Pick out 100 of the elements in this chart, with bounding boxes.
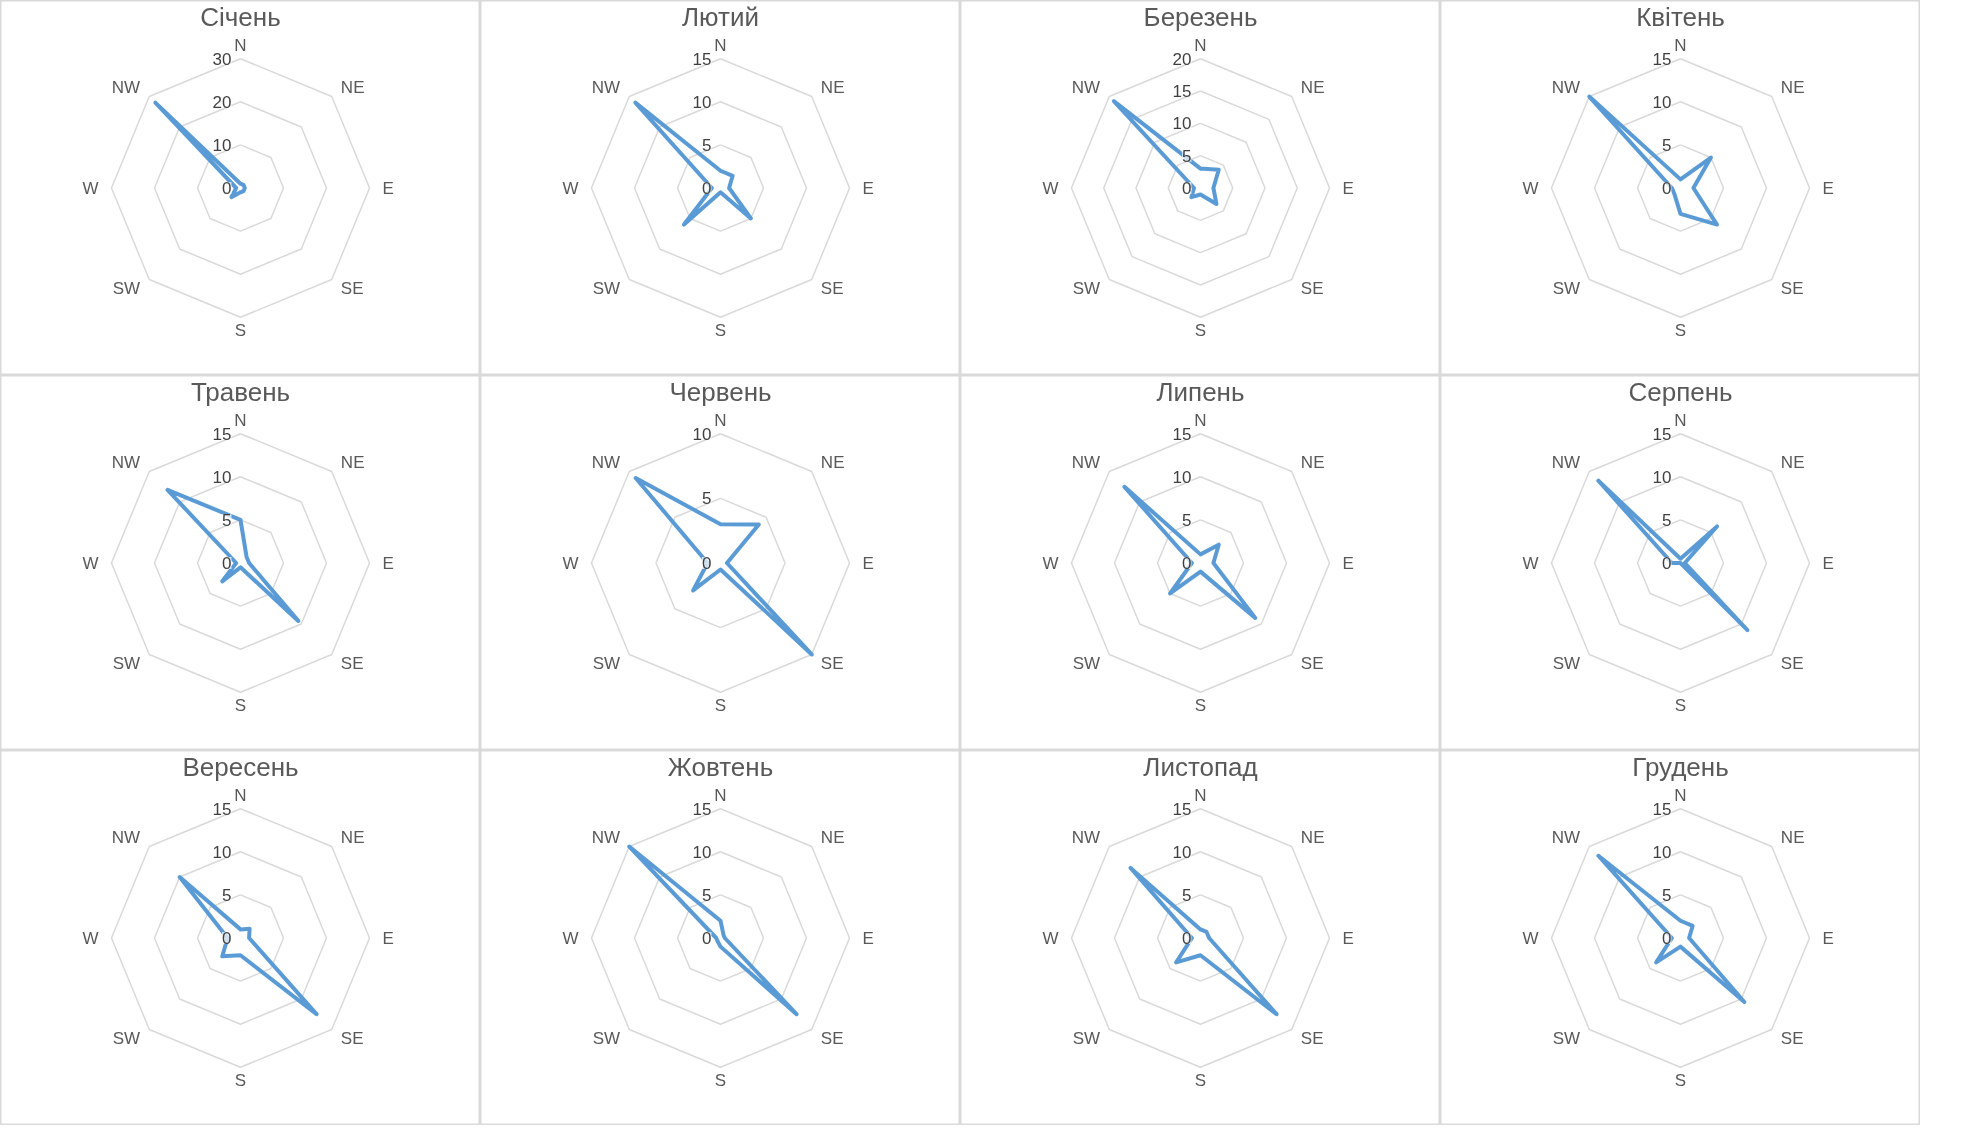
spoke-label: NE	[340, 77, 365, 97]
y-tick-label: 10	[692, 842, 712, 862]
spoke-label: N	[1194, 786, 1207, 806]
spoke-label: S	[1194, 695, 1207, 715]
spoke-label: E	[1342, 553, 1354, 573]
y-tick-label: 15	[212, 424, 232, 444]
spoke-label: SE	[340, 279, 364, 299]
spoke-label: NE	[340, 452, 365, 472]
spoke-label: N	[714, 411, 727, 431]
spoke-label: SW	[1552, 654, 1581, 674]
y-tick-label: 15	[1652, 799, 1672, 819]
spoke-label: SW	[592, 279, 621, 299]
chart-title: Жовтень	[667, 752, 774, 783]
spoke-label: N	[714, 36, 727, 56]
spoke-label: NW	[1551, 77, 1581, 97]
y-tick-label: 5	[1662, 885, 1672, 905]
spoke-label: NW	[591, 77, 621, 97]
spoke-label: S	[714, 1070, 727, 1090]
spoke-label: SW	[1552, 1029, 1581, 1049]
y-tick-label: 10	[692, 424, 712, 444]
y-tick-label: 10	[692, 92, 712, 112]
y-tick-label: 20	[1172, 49, 1192, 69]
spoke-label: SW	[592, 1029, 621, 1049]
spoke-label: E	[862, 928, 874, 948]
spoke-label: S	[1674, 1070, 1687, 1090]
spoke-label: NW	[1551, 452, 1581, 472]
spoke-label: W	[82, 178, 99, 198]
chart-title: Грудень	[1632, 752, 1729, 783]
y-tick-label: 15	[1172, 799, 1192, 819]
spoke-label: N	[1674, 786, 1687, 806]
y-tick-label: 0	[1182, 179, 1192, 198]
y-tick-label: 0	[222, 554, 232, 573]
y-tick-label: 5	[702, 135, 712, 155]
spoke-label: NE	[820, 827, 845, 847]
spoke-label: SE	[1300, 1029, 1324, 1049]
spoke-label: SW	[112, 1029, 141, 1049]
y-tick-label: 20	[212, 92, 232, 112]
spoke-label: W	[82, 928, 99, 948]
chart-title: Вересень	[182, 752, 299, 783]
y-tick-label: 15	[1652, 424, 1672, 444]
y-tick-label: 15	[692, 49, 712, 69]
spoke-label: E	[862, 553, 874, 573]
spoke-label: W	[1522, 178, 1539, 198]
spoke-label: E	[862, 178, 874, 198]
y-tick-label: 0	[1662, 929, 1672, 948]
spoke-label: SW	[1552, 279, 1581, 299]
spoke-label: N	[1194, 411, 1207, 431]
spoke-label: NE	[820, 77, 845, 97]
y-tick-label: 0	[222, 179, 232, 198]
y-tick-label: 10	[212, 135, 232, 155]
y-tick-label: 0	[1182, 929, 1192, 948]
y-tick-label: 0	[1182, 554, 1192, 573]
y-tick-label: 15	[1652, 49, 1672, 69]
spoke-label: S	[234, 695, 247, 715]
spoke-label: E	[1342, 928, 1354, 948]
spoke-label: SE	[1300, 654, 1324, 674]
y-tick-label: 5	[1182, 885, 1192, 905]
y-tick-label: 10	[1172, 114, 1192, 134]
y-tick-label: 10	[212, 467, 232, 487]
chart-title: Лютий	[682, 2, 759, 33]
spoke-label: SE	[820, 654, 844, 674]
y-tick-label: 15	[212, 799, 232, 819]
spoke-label: SW	[1072, 654, 1101, 674]
spoke-label: SE	[1780, 1029, 1804, 1049]
spoke-label: N	[1194, 36, 1207, 56]
spoke-label: SE	[1780, 654, 1804, 674]
spoke-label: SE	[340, 1029, 364, 1049]
spoke-label: SE	[1300, 279, 1324, 299]
spoke-label: W	[562, 553, 579, 573]
spoke-label: S	[234, 1070, 247, 1090]
spoke-label: S	[1194, 320, 1207, 340]
y-tick-label: 5	[222, 885, 232, 905]
spoke-label: N	[234, 411, 247, 431]
chart-title: Травень	[190, 377, 291, 408]
spoke-label: S	[714, 695, 727, 715]
y-tick-label: 15	[692, 799, 712, 819]
spoke-label: N	[234, 786, 247, 806]
spoke-label: N	[234, 36, 247, 56]
spoke-label: N	[1674, 411, 1687, 431]
spoke-label: NE	[820, 452, 845, 472]
spoke-label: E	[382, 928, 394, 948]
spoke-label: W	[1042, 928, 1059, 948]
spoke-label: NW	[1071, 77, 1101, 97]
y-tick-label: 10	[1172, 467, 1192, 487]
y-tick-label: 10	[1172, 842, 1192, 862]
spoke-label: E	[382, 553, 394, 573]
y-tick-label: 15	[1172, 424, 1192, 444]
spoke-label: W	[82, 553, 99, 573]
spoke-label: NW	[1551, 827, 1581, 847]
y-tick-label: 0	[222, 929, 232, 948]
chart-title: Березень	[1143, 2, 1258, 33]
y-tick-label: 30	[212, 49, 232, 69]
y-tick-label: 0	[702, 554, 712, 573]
spoke-label: NW	[111, 77, 141, 97]
y-tick-label: 5	[222, 510, 232, 530]
spoke-label: E	[1822, 178, 1834, 198]
spoke-label: NW	[1071, 452, 1101, 472]
spoke-label: NE	[1300, 827, 1325, 847]
spoke-label: NE	[1300, 77, 1325, 97]
spoke-label: NW	[1071, 827, 1101, 847]
